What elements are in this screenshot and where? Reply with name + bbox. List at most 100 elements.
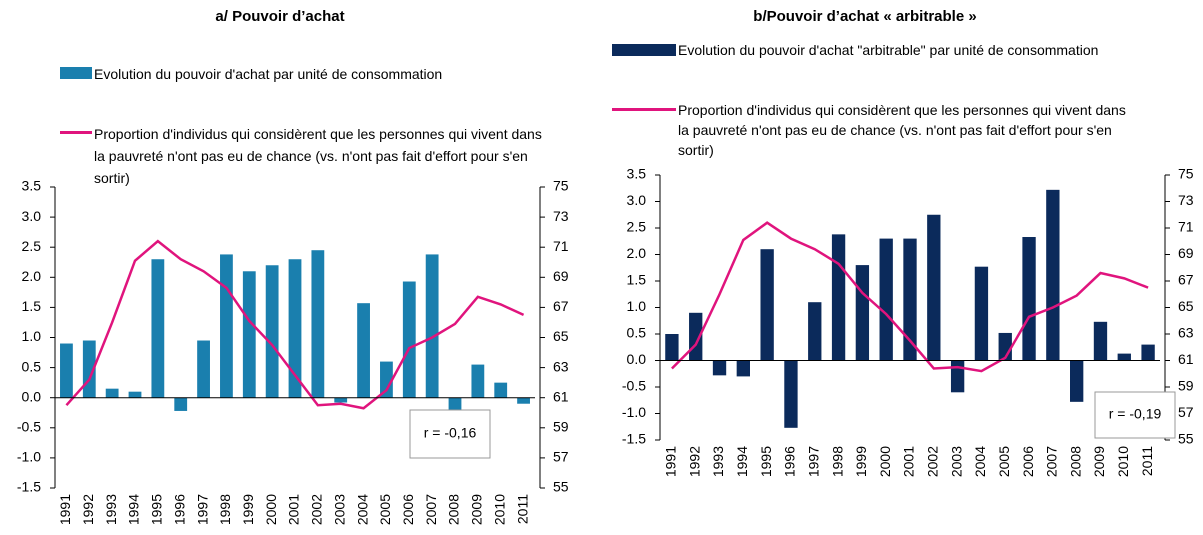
- annotation: r = -0,16: [424, 425, 477, 441]
- y2-tick-label: 71: [1178, 219, 1194, 235]
- x-tick-label: 1991: [57, 494, 73, 525]
- bar: [855, 265, 870, 361]
- bar: [60, 343, 73, 398]
- x-tick-label: 1994: [126, 494, 142, 525]
- y2-tick-label: 55: [1178, 431, 1194, 447]
- bar: [831, 234, 846, 361]
- y2-tick-label: 63: [1178, 325, 1194, 341]
- bar: [265, 265, 279, 398]
- chart-title: b/Pouvoir d’achat « arbitrable »: [753, 8, 976, 25]
- y2-tick-label: 75: [553, 178, 569, 194]
- x-tick-label: 1992: [686, 446, 702, 477]
- y2-tick-label: 57: [553, 449, 569, 465]
- x-tick-label: 1995: [149, 494, 165, 525]
- y-tick-label: 3.5: [22, 178, 42, 194]
- x-tick-label: 1995: [758, 446, 774, 477]
- x-tick-label: 2001: [286, 494, 302, 525]
- bar: [665, 334, 679, 361]
- y2-tick-label: 73: [553, 208, 569, 224]
- bar: [1046, 189, 1060, 361]
- bar: [242, 271, 256, 398]
- x-tick-label: 2008: [446, 494, 462, 525]
- bar: [448, 397, 462, 413]
- x-tick-label: 1998: [217, 494, 233, 525]
- x-tick-label: 2002: [309, 494, 325, 525]
- x-tick-label: 1996: [171, 494, 187, 525]
- x-tick-label: 2001: [901, 446, 917, 477]
- x-tick-label: 2000: [877, 446, 893, 477]
- y-tick-label: 2.5: [22, 238, 42, 254]
- y-tick-label: 3.0: [627, 192, 647, 208]
- y-tick-label: 1.5: [627, 272, 647, 288]
- legend-swatch: [60, 67, 92, 79]
- legend-label: Proportion d'individus qui considèrent q…: [94, 126, 542, 186]
- y-tick-label: 0.0: [22, 388, 42, 404]
- annotation: r = -0,19: [1109, 406, 1162, 422]
- y-tick-label: 1.5: [22, 298, 42, 314]
- bar: [712, 360, 727, 376]
- bar: [105, 388, 119, 398]
- legend-label: Proportion d'individus qui considèrent q…: [678, 102, 1126, 158]
- bar: [1117, 353, 1131, 361]
- y2-tick-label: 59: [553, 419, 569, 435]
- bar: [402, 281, 416, 398]
- y-tick-label: -1.5: [17, 479, 41, 495]
- y-tick-label: 3.0: [22, 208, 42, 224]
- x-tick-label: 2006: [400, 494, 416, 525]
- y2-tick-label: 69: [553, 268, 569, 284]
- y-tick-label: -0.5: [622, 378, 646, 394]
- bar: [760, 249, 774, 361]
- x-tick-label: 1997: [805, 446, 821, 477]
- bar: [197, 340, 210, 398]
- bar: [357, 303, 370, 398]
- y-tick-label: 2.5: [627, 219, 647, 235]
- line: [65, 239, 525, 410]
- x-tick-label: 2007: [423, 494, 439, 525]
- x-tick-label: 1994: [734, 446, 750, 477]
- x-tick-label: 2007: [1044, 446, 1060, 477]
- bar: [288, 259, 302, 398]
- bar: [808, 302, 822, 361]
- x-tick-label: 2005: [996, 446, 1012, 477]
- y-tick-label: 0.5: [22, 358, 42, 374]
- x-tick-label: 1993: [710, 446, 726, 477]
- x-tick-label: 2002: [925, 446, 941, 477]
- x-tick-label: 2009: [469, 494, 485, 525]
- x-tick-label: 2008: [1067, 446, 1083, 477]
- legend-swatch: [612, 108, 676, 111]
- line: [671, 221, 1149, 373]
- y2-tick-label: 59: [1178, 378, 1194, 394]
- x-tick-label: 2004: [972, 446, 988, 477]
- x-tick-label: 2003: [948, 446, 964, 477]
- bar: [1070, 360, 1084, 402]
- x-tick-label: 2003: [331, 494, 347, 525]
- bar: [220, 254, 233, 398]
- x-tick-label: 1991: [663, 446, 679, 477]
- y-tick-label: 1.0: [627, 298, 647, 314]
- bar: [1141, 344, 1155, 361]
- x-tick-label: 2009: [1091, 446, 1107, 477]
- y-tick-label: -1.0: [17, 449, 41, 465]
- bar: [784, 360, 798, 428]
- x-tick-label: 1992: [80, 494, 96, 525]
- legend-swatch: [612, 44, 676, 56]
- x-tick-label: 1993: [103, 494, 119, 525]
- x-tick-label: 2005: [377, 494, 393, 525]
- y-tick-label: 0.5: [627, 325, 647, 341]
- y2-tick-label: 63: [553, 358, 569, 374]
- y-tick-label: -1.5: [622, 431, 646, 447]
- bar: [471, 364, 485, 398]
- x-tick-label: 1999: [240, 494, 256, 525]
- chart-title: a/ Pouvoir d’achat: [215, 8, 344, 25]
- y-tick-label: -1.0: [622, 404, 646, 420]
- bar: [879, 238, 893, 361]
- annotation-box: [409, 409, 491, 459]
- bar: [151, 259, 165, 398]
- bar: [380, 361, 393, 398]
- y2-tick-label: 61: [1178, 351, 1194, 367]
- bar: [927, 214, 941, 361]
- x-tick-label: 2004: [354, 494, 370, 525]
- y2-tick-label: 65: [553, 328, 569, 344]
- x-tick-label: 1996: [782, 446, 798, 477]
